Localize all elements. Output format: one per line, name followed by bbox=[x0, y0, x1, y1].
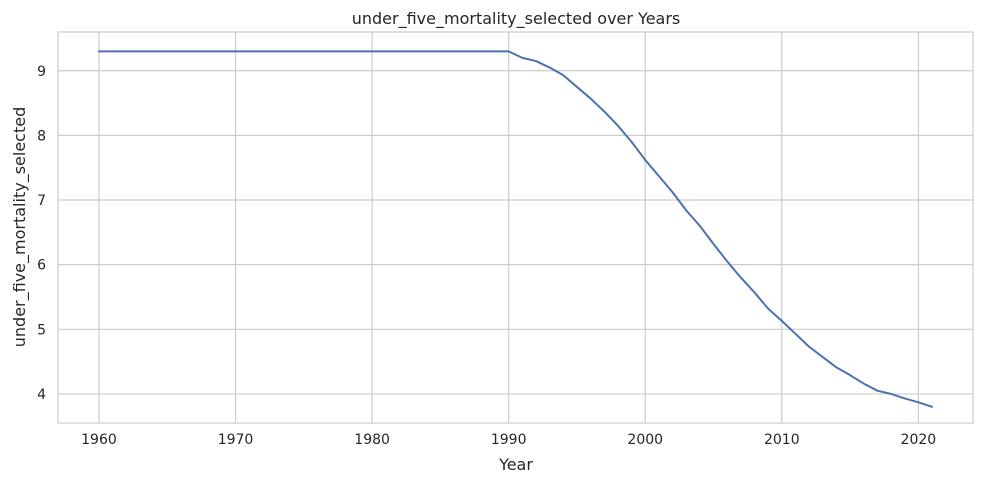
x-tick-label: 2000 bbox=[627, 432, 663, 448]
series-line bbox=[97, 50, 934, 408]
y-tick-label: 8 bbox=[37, 128, 46, 144]
x-tick-label: 2020 bbox=[901, 432, 937, 448]
grid bbox=[58, 32, 973, 423]
x-axis-label: Year bbox=[498, 455, 533, 474]
series-group bbox=[97, 50, 934, 408]
x-tick-label: 1980 bbox=[354, 432, 390, 448]
x-tick-label: 1960 bbox=[81, 432, 117, 448]
tick-labels: 1960 1970 1980 1990 2000 2010 2020 4 5 6 7 8 9 bbox=[37, 64, 936, 448]
y-tick-label: 5 bbox=[37, 322, 46, 338]
x-tick-label: 1970 bbox=[218, 432, 254, 448]
y-axis-label: under_five_mortality_selected bbox=[10, 107, 30, 347]
y-tick-label: 4 bbox=[37, 387, 46, 403]
chart-title: under_five_mortality_selected over Years bbox=[352, 9, 681, 29]
plot-area-border bbox=[57, 31, 974, 424]
y-tick-label: 7 bbox=[37, 193, 46, 209]
x-tick-label: 2010 bbox=[764, 432, 800, 448]
x-tick-label: 1990 bbox=[491, 432, 527, 448]
y-tick-label: 9 bbox=[37, 64, 46, 80]
y-tick-label: 6 bbox=[37, 258, 46, 274]
